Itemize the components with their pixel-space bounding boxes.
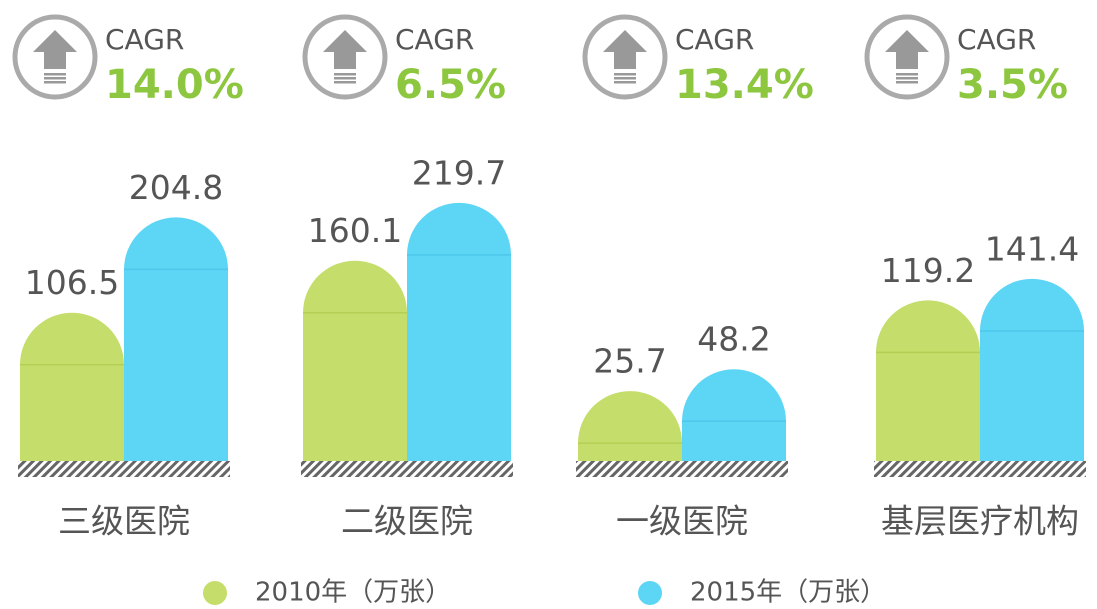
icon-bar [896, 73, 918, 76]
cagr-label: CAGR [957, 23, 1036, 56]
data-label: 48.2 [697, 320, 770, 359]
cagr-value: 14.0% [105, 62, 244, 108]
category-label: 三级医院 [58, 502, 190, 541]
cagr-icon [302, 14, 388, 100]
category-label: 基层医疗机构 [881, 502, 1079, 541]
category-label: 一级医院 [616, 502, 748, 541]
icon-bar [44, 73, 66, 76]
icon-arrow [885, 30, 929, 69]
icon-bar [44, 81, 66, 84]
cagr-icon [12, 14, 98, 100]
icon-ring [12, 14, 98, 100]
bar [20, 312, 124, 461]
baseline-hatch [18, 461, 230, 477]
data-label: 25.7 [593, 342, 666, 381]
icon-bar [44, 77, 66, 80]
icon-bar [334, 81, 356, 84]
legend-swatch [638, 581, 662, 605]
cagr-label: CAGR [675, 23, 754, 56]
bar [407, 202, 511, 462]
bar [303, 260, 407, 461]
icon-ring [864, 14, 950, 100]
baseline-hatch [301, 461, 513, 477]
cagr-label: CAGR [395, 23, 474, 56]
data-label: 106.5 [25, 263, 119, 302]
icon-bar [896, 77, 918, 80]
data-label: 160.1 [308, 211, 402, 250]
icon-bar [614, 77, 636, 80]
bar [980, 278, 1084, 461]
baseline-hatch [874, 461, 1086, 477]
icon-ring [582, 14, 668, 100]
category-label: 二级医院 [341, 502, 473, 541]
icon-bar [896, 81, 918, 84]
baseline-hatch [576, 461, 788, 477]
icon-arrow [603, 30, 647, 69]
icon-arrow [323, 30, 367, 69]
cagr-value: 13.4% [675, 62, 814, 108]
legend-label: 2015年（万张） [690, 578, 886, 608]
cagr-icon [582, 14, 668, 100]
cagr-icon [864, 14, 950, 100]
icon-bar [334, 73, 356, 76]
cagr-value: 3.5% [957, 62, 1068, 108]
bar [682, 369, 786, 461]
bar [578, 391, 682, 461]
icon-bar [614, 81, 636, 84]
data-label: 204.8 [129, 168, 223, 207]
cagr-value: 6.5% [395, 62, 506, 108]
legend-swatch [203, 581, 227, 605]
data-label: 219.7 [412, 153, 506, 192]
data-label: 119.2 [881, 251, 975, 290]
icon-ring [302, 14, 388, 100]
icon-arrow [33, 30, 77, 69]
icon-bar [334, 77, 356, 80]
icon-bar [614, 73, 636, 76]
bar [876, 300, 980, 461]
bar [124, 217, 228, 461]
legend-label: 2010年（万张） [255, 578, 451, 608]
cagr-label: CAGR [105, 23, 184, 56]
data-label: 141.4 [985, 229, 1079, 268]
